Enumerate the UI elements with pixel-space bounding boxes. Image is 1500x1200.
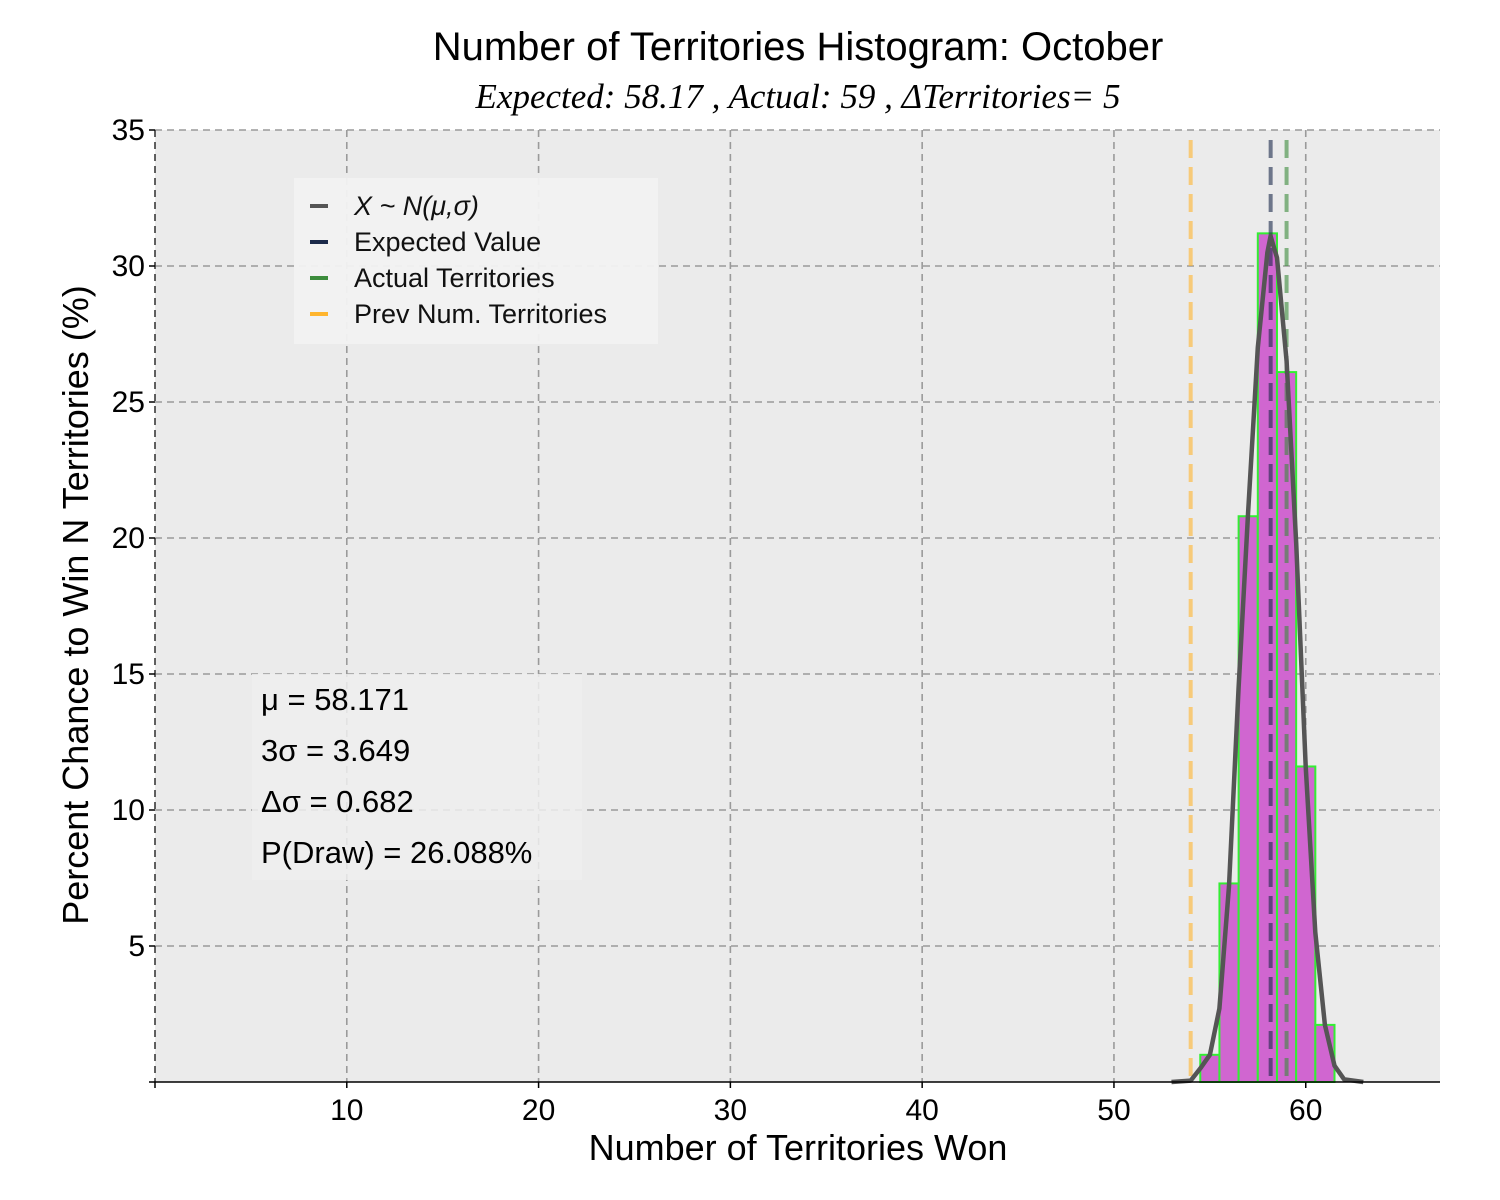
stats-box: μ = 58.171 3σ = 3.649 Δσ = 0.682 P(Draw) = … bbox=[252, 674, 582, 880]
y-axis-label: Percent Chance to Win N Territories (%) bbox=[55, 285, 96, 925]
y-tick-label: 15 bbox=[112, 658, 145, 691]
tick-labels: 10 20 30 40 50 60 5 10 15 20 25 30 35 bbox=[112, 114, 1323, 1127]
x-tick-label: 60 bbox=[1289, 1094, 1322, 1127]
x-tick-label: 30 bbox=[714, 1094, 747, 1127]
legend-label: X ~ N(μ,σ) bbox=[353, 191, 479, 221]
x-tick-label: 50 bbox=[1097, 1094, 1130, 1127]
histogram-bar bbox=[1199, 1053, 1221, 1084]
stats-line: 3σ = 3.649 bbox=[261, 733, 410, 768]
y-tick-label: 30 bbox=[112, 250, 145, 283]
series-line-0 bbox=[1171, 233, 1364, 1085]
y-tick-label: 10 bbox=[112, 794, 145, 827]
chart-subtitle: Expected: 58.17 , Actual: 59 , ΔTerritor… bbox=[475, 77, 1121, 116]
legend-box bbox=[294, 178, 658, 344]
grid bbox=[154, 129, 1440, 1082]
legend-label: Prev Num. Territories bbox=[354, 299, 607, 329]
chart-title: Number of Territories Histogram: October bbox=[433, 25, 1164, 69]
x-tick-label: 20 bbox=[522, 1094, 555, 1127]
y-tick-label: 25 bbox=[112, 386, 145, 419]
x-tick-label: 40 bbox=[905, 1094, 938, 1127]
reference-lines bbox=[1188, 140, 1289, 1082]
histogram-bar bbox=[1295, 765, 1317, 1083]
stats-line: Δσ = 0.682 bbox=[261, 784, 414, 819]
histogram-bar bbox=[1256, 232, 1278, 1084]
stats-box-background bbox=[252, 674, 582, 880]
axes bbox=[154, 130, 1440, 1083]
y-tick-label: 20 bbox=[112, 522, 145, 555]
legend-label: Expected Value bbox=[354, 227, 541, 257]
x-axis-label: Number of Territories Won bbox=[589, 1127, 1008, 1168]
x-tick-label: 10 bbox=[330, 1094, 363, 1127]
y-tick-label: 5 bbox=[128, 930, 145, 963]
normal-curve bbox=[1171, 233, 1364, 1085]
legend: X ~ N(μ,σ) Expected Value Actual Territori… bbox=[294, 178, 658, 344]
stats-line: μ = 58.171 bbox=[261, 682, 409, 717]
stats-line: P(Draw) = 26.088% bbox=[261, 835, 532, 870]
legend-label: Actual Territories bbox=[354, 263, 555, 293]
y-tick-label: 35 bbox=[112, 114, 145, 147]
